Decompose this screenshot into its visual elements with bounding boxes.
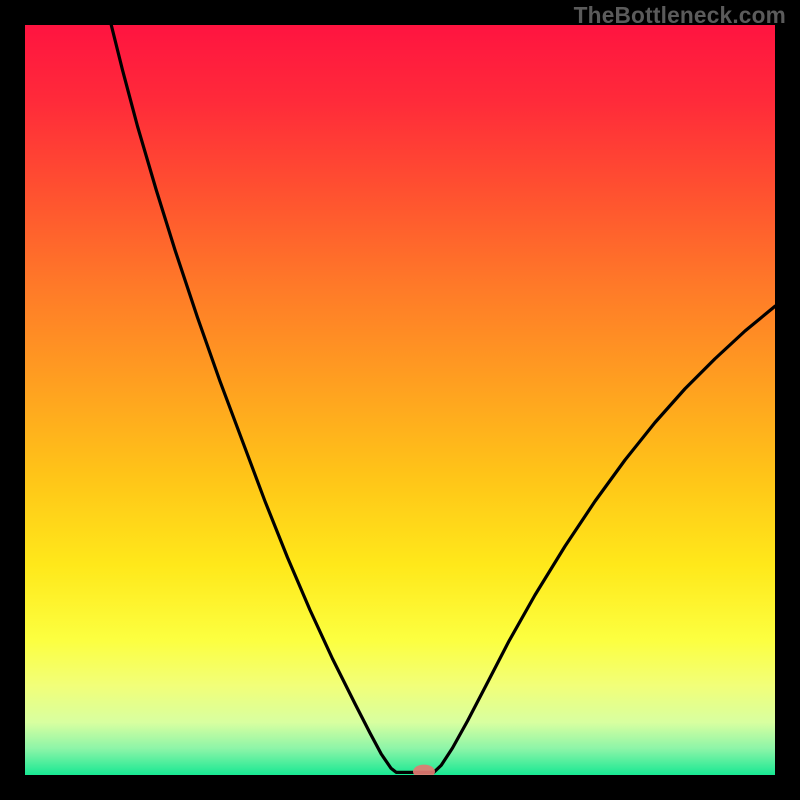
optimal-point-marker — [413, 765, 435, 779]
bottleneck-chart — [0, 0, 800, 800]
watermark-text: TheBottleneck.com — [574, 2, 786, 29]
gradient-background — [25, 25, 775, 775]
chart-container: TheBottleneck.com — [0, 0, 800, 800]
